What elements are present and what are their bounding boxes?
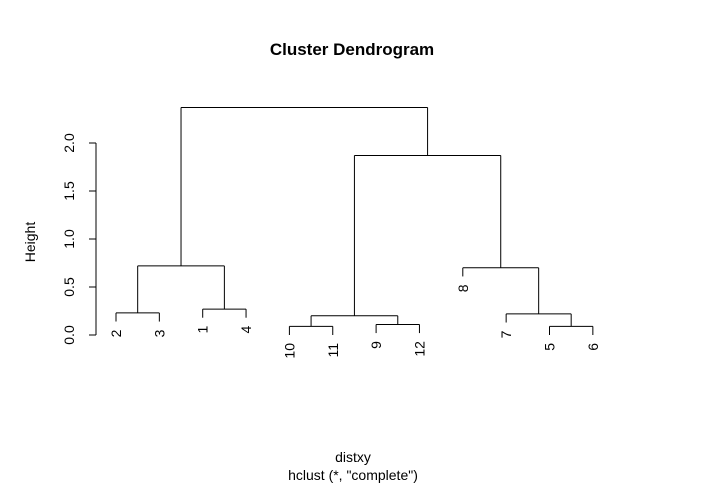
leaf-label: 6 (585, 343, 601, 351)
y-tick-label: 0.0 (61, 325, 77, 345)
y-tick-label: 2.0 (61, 133, 77, 153)
leaf-label: 9 (368, 341, 384, 349)
y-axis-label: Height (22, 222, 38, 263)
leaf-label: 12 (411, 341, 427, 357)
leaf-label: 10 (281, 343, 297, 359)
leaf-label: 5 (542, 343, 558, 351)
leaf-label: 7 (498, 330, 514, 338)
dendrogram-tree (115, 106, 594, 335)
y-tick-label: 1.0 (61, 229, 77, 249)
leaf-label: 3 (151, 329, 167, 337)
y-tick-label: 0.5 (61, 277, 77, 297)
leaf-label: 8 (455, 284, 471, 292)
leaf-label: 4 (238, 326, 254, 334)
leaf-label: 11 (325, 343, 341, 358)
chart-title: Cluster Dendrogram (270, 40, 434, 59)
y-tick-label: 1.5 (61, 181, 77, 201)
y-axis: 0.0 0.5 1.0 1.5 2.0 (61, 133, 97, 345)
leaf-label: 2 (108, 329, 124, 337)
leaf-labels: 2 3 1 4 10 11 9 12 8 7 5 6 (108, 284, 601, 358)
leaf-label: 1 (195, 326, 211, 334)
chart-subtitle: hclust (*, "complete") (288, 467, 418, 483)
x-axis-label: distxy (335, 449, 371, 465)
